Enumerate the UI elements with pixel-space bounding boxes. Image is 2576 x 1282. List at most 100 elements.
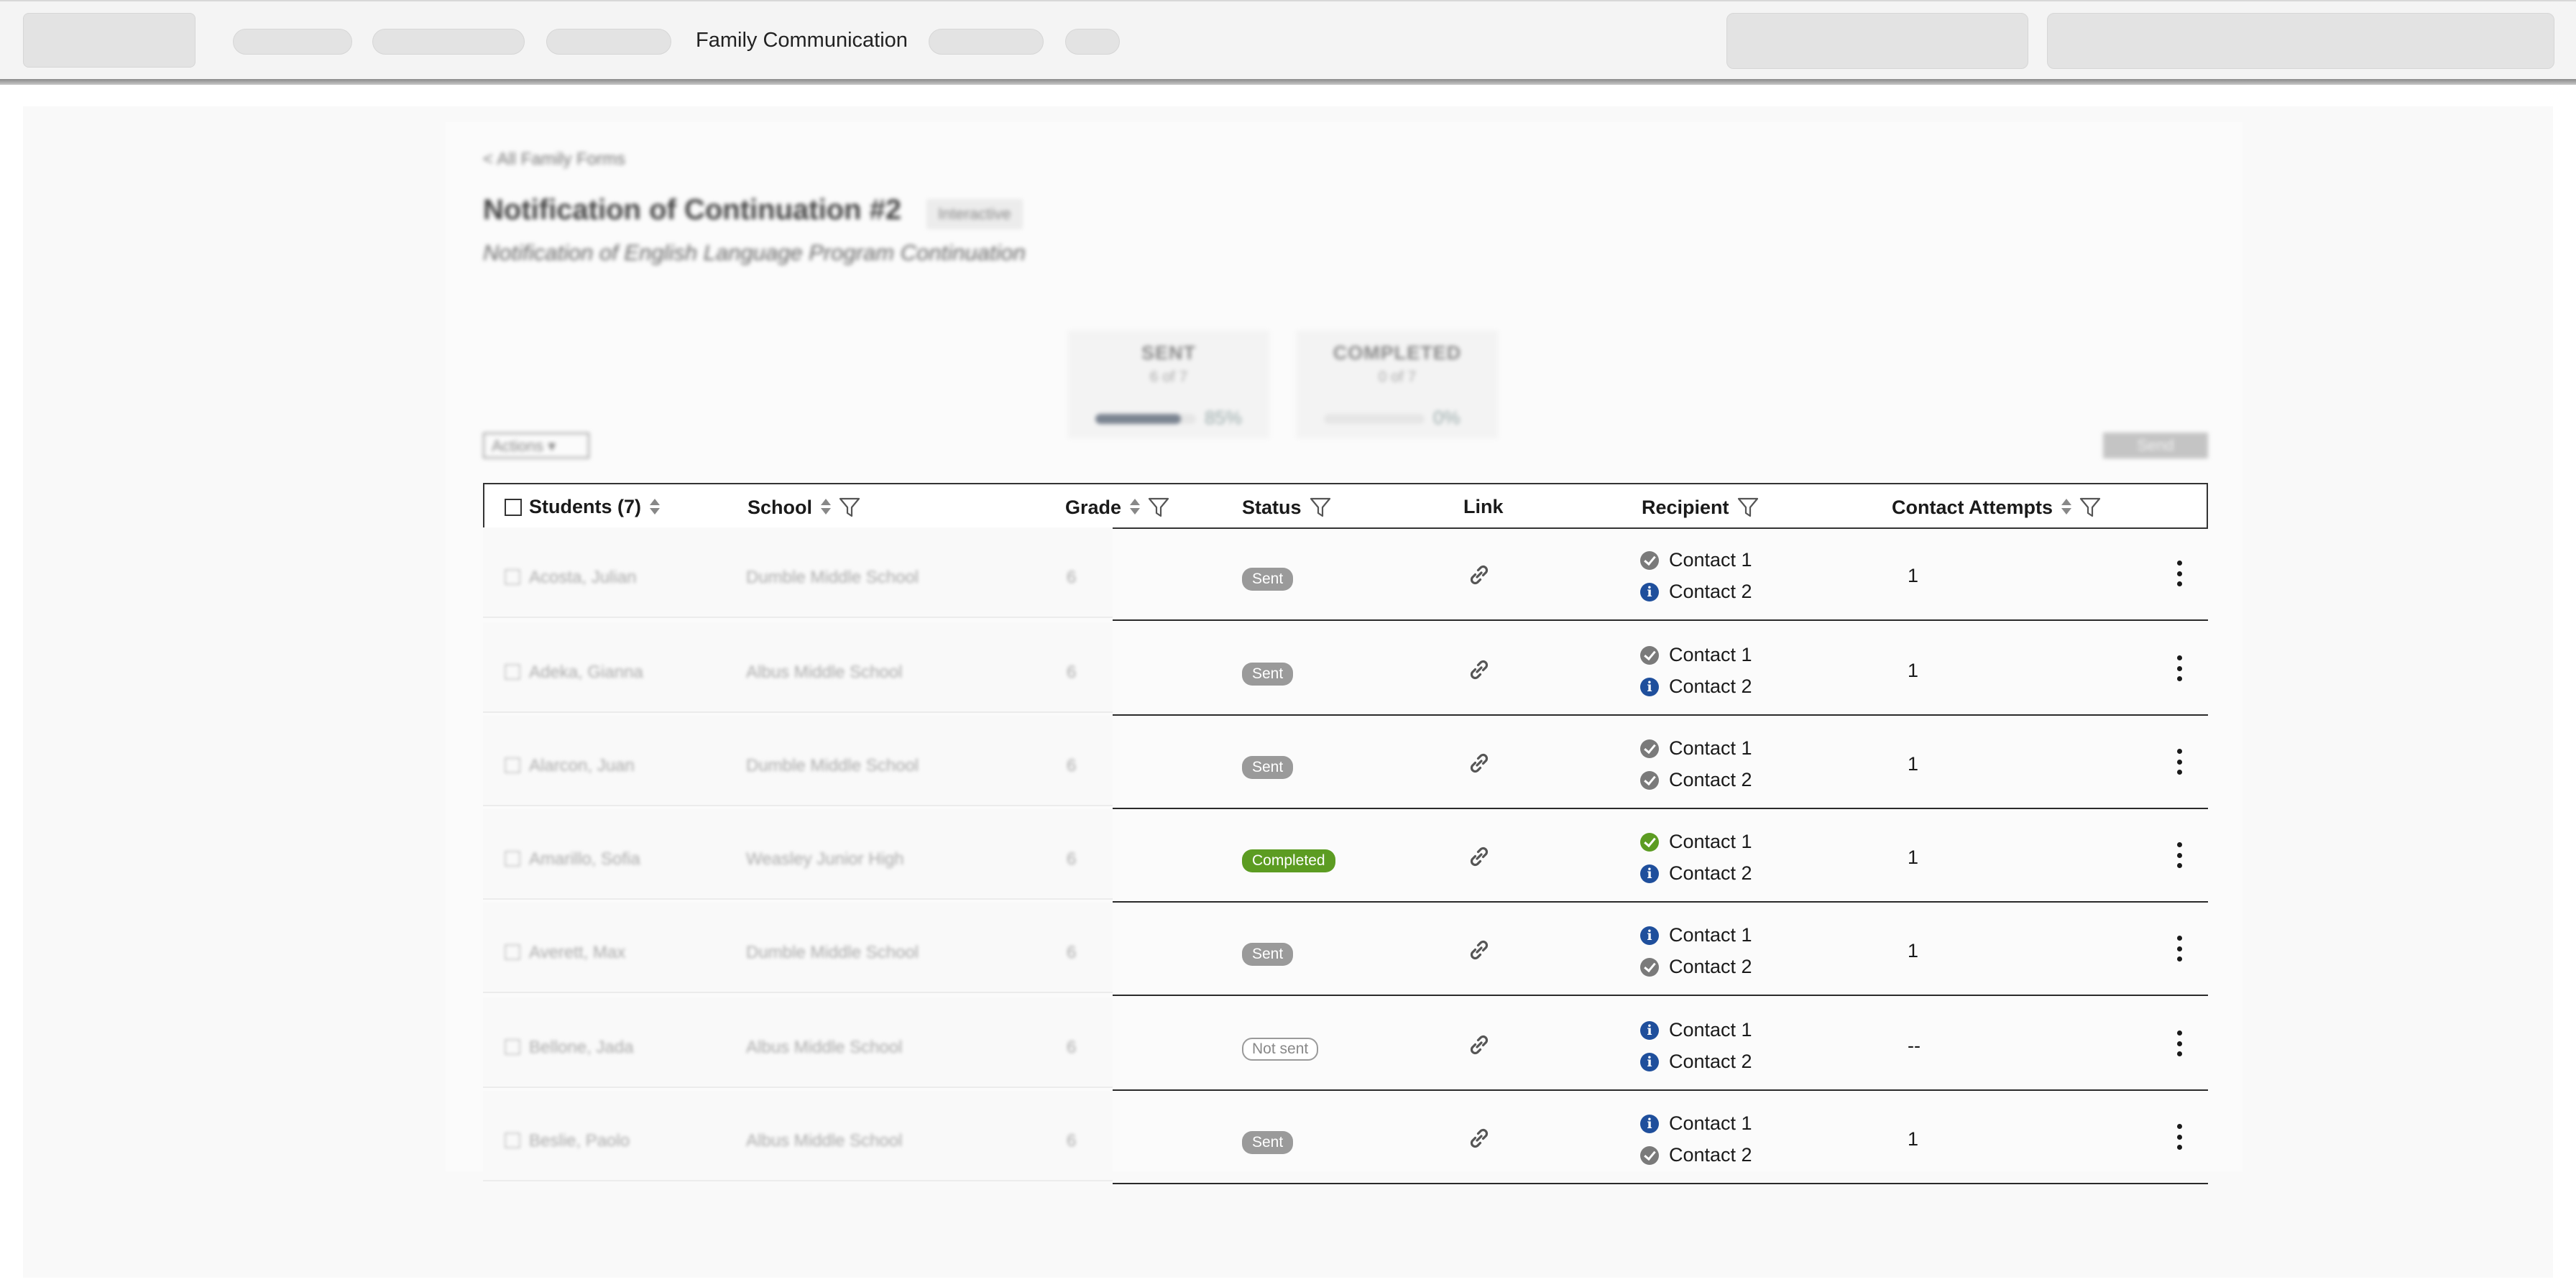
select-all-checkbox[interactable] [505,498,522,516]
row-checkbox[interactable] [505,851,520,867]
sort-icon[interactable] [1128,497,1141,517]
back-link[interactable]: < All Family Forms [483,149,626,169]
header-grade[interactable]: Grade [1065,496,1170,519]
link-icon[interactable] [1465,936,1494,964]
link-icon[interactable] [1465,842,1494,871]
recipient-name: Contact 1 [1669,737,1752,759]
check-circle-icon [1640,645,1659,665]
link-icon[interactable] [1465,561,1494,589]
sort-icon[interactable] [819,497,832,517]
recipient-contact-2[interactable]: i Contact 2 [1640,675,1752,698]
recipient-name: Contact 2 [1669,581,1752,602]
header-recipient[interactable]: Recipient [1642,496,1760,519]
table-row: Beslie, Paolo Albus Middle School 6 Sent i Co… [483,1091,2208,1184]
nav-item-placeholder-2[interactable] [372,29,525,55]
recipient-name: Contact 2 [1669,956,1752,977]
row-checkbox[interactable] [505,757,520,773]
recipient-contact-2[interactable]: Contact 2 [1640,769,1752,791]
cell-school: Albus Middle School [746,663,903,682]
recipient-name: Contact 2 [1669,675,1752,697]
nav-item-placeholder-1[interactable] [233,29,352,55]
cell-student[interactable]: Adeka, Gianna [529,663,643,682]
recipient-name: Contact 2 [1669,769,1752,790]
more-options-icon[interactable] [2172,558,2186,589]
header-label: Status [1242,496,1302,518]
send-button[interactable]: Send [2103,433,2208,458]
header-students[interactable]: Students (7) [505,496,661,518]
stat-percent: 0% [1433,407,1460,428]
more-options-icon[interactable] [2172,746,2186,778]
recipient-contact-1[interactable]: Contact 1 [1640,831,1752,853]
sort-icon[interactable] [2060,497,2072,517]
row-checkbox[interactable] [505,1133,520,1148]
recipient-contact-2[interactable]: i Contact 2 [1640,862,1752,885]
link-icon[interactable] [1465,1124,1494,1153]
recipient-contact-1[interactable]: i Contact 1 [1640,924,1752,946]
filter-icon[interactable] [2079,496,2102,519]
row-blurred-region: Amarillo, Sofia Weasley Junior High 6 [483,809,1113,900]
row-checkbox[interactable] [505,569,520,585]
link-icon[interactable] [1465,749,1494,778]
info-icon: i [1640,926,1659,945]
header-control-placeholder[interactable] [1726,13,2028,69]
header-label: Grade [1065,496,1122,518]
recipient-contact-1[interactable]: Contact 1 [1640,549,1752,571]
top-navigation-bar: Family Communication [0,0,2576,80]
more-options-icon[interactable] [2172,1028,2186,1059]
status-badge: Sent [1242,1131,1294,1154]
header-contact-attempts[interactable]: Contact Attempts [1892,496,2102,519]
header-label: Recipient [1642,496,1729,518]
status-badge: Sent [1242,943,1294,966]
cell-student[interactable]: Amarillo, Sofia [529,849,640,869]
more-options-icon[interactable] [2172,1121,2186,1153]
more-options-icon[interactable] [2172,839,2186,871]
cell-student[interactable]: Acosta, Julian [529,568,637,587]
cell-contact-attempts: -- [1908,1035,1920,1056]
user-menu-placeholder[interactable] [2047,13,2554,69]
nav-item-placeholder-3[interactable] [546,29,671,55]
row-divider [1113,714,2208,716]
filter-icon[interactable] [1309,496,1332,519]
app-logo-placeholder[interactable] [23,13,196,68]
nav-item-family-communication[interactable]: Family Communication [696,29,908,52]
recipient-contact-1[interactable]: Contact 1 [1640,644,1752,666]
status-badge: Not sent [1242,1038,1319,1061]
nav-item-placeholder-5[interactable] [1065,29,1120,55]
row-checkbox[interactable] [505,664,520,680]
info-icon: i [1640,1114,1659,1133]
nav-item-placeholder-4[interactable] [929,29,1044,55]
row-checkbox[interactable] [505,944,520,960]
recipient-contact-1[interactable]: i Contact 1 [1640,1019,1752,1041]
cell-student[interactable]: Bellone, Jada [529,1038,634,1057]
row-checkbox[interactable] [505,1039,520,1055]
filter-icon[interactable] [1147,496,1170,519]
actions-dropdown[interactable]: Actions ▾ [483,433,589,458]
progress-bar-fill [1095,414,1181,424]
row-divider [1113,901,2208,903]
cell-student[interactable]: Averett, Max [529,943,626,962]
recipient-contact-1[interactable]: i Contact 1 [1640,1112,1752,1135]
link-icon[interactable] [1465,1030,1494,1059]
link-icon[interactable] [1465,655,1494,684]
recipient-contact-2[interactable]: i Contact 2 [1640,581,1752,603]
row-blurred-region: Adeka, Gianna Albus Middle School 6 [483,622,1113,713]
recipient-contact-2[interactable]: Contact 2 [1640,1144,1752,1166]
header-school[interactable]: School [748,496,861,519]
filter-icon[interactable] [1736,496,1760,519]
check-circle-icon [1640,770,1659,790]
recipient-name: Contact 1 [1669,644,1752,665]
filter-icon[interactable] [838,496,861,519]
more-options-icon[interactable] [2172,652,2186,684]
recipient-contact-2[interactable]: i Contact 2 [1640,1051,1752,1073]
header-status[interactable]: Status [1242,496,1332,519]
cell-contact-attempts: 1 [1908,753,1919,775]
sort-icon[interactable] [648,497,661,517]
row-blurred-region: Bellone, Jada Albus Middle School 6 [483,997,1113,1088]
more-options-icon[interactable] [2172,933,2186,964]
cell-student[interactable]: Beslie, Paolo [529,1131,630,1150]
cell-student[interactable]: Alarcon, Juan [529,756,635,775]
cell-school: Albus Middle School [746,1131,903,1150]
recipient-contact-1[interactable]: Contact 1 [1640,737,1752,760]
cell-grade: 6 [1067,756,1077,775]
recipient-contact-2[interactable]: Contact 2 [1640,956,1752,978]
